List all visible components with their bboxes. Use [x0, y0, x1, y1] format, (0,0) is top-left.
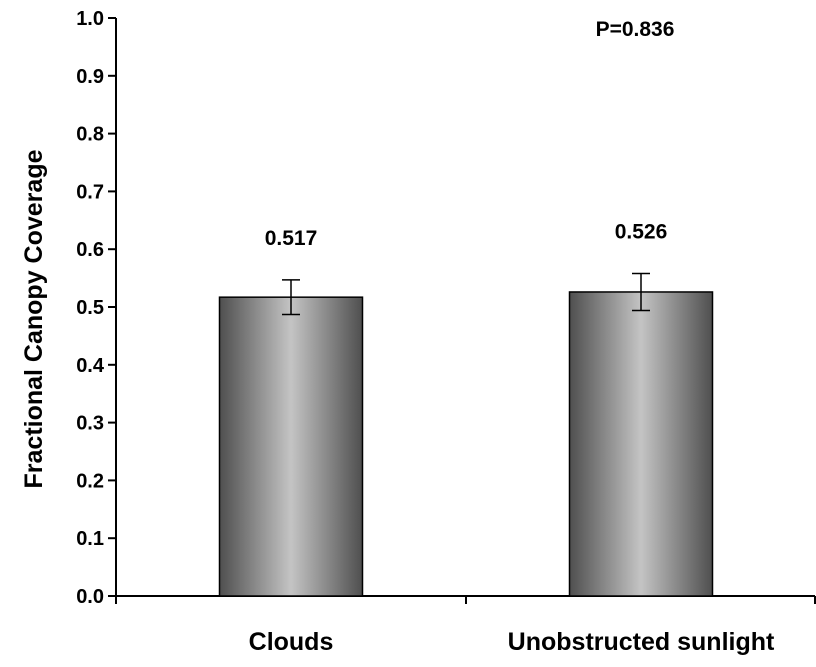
bar	[568, 291, 714, 597]
y-tick-label: 0.9	[76, 66, 104, 88]
y-tick-label: 0.7	[76, 181, 104, 203]
y-axis: 0.0 0.1 0.2 0.3 0.4 0.5 0.6 0.7 0.8 0.9 1.0	[76, 8, 117, 608]
y-tick-label: 0.8	[76, 124, 104, 146]
y-tick-label: 1.0	[76, 8, 104, 30]
labels: 0.517 Clouds 0.526 Unobstructed sunlight	[249, 220, 775, 656]
y-tick-label: 0.6	[76, 239, 104, 261]
x-axis	[115, 595, 816, 604]
y-tick-label: 0.3	[76, 413, 104, 435]
x-category-label: Clouds	[249, 628, 334, 656]
bars	[218, 272, 714, 597]
data-label: 0.517	[265, 227, 318, 250]
y-axis-title: Fractional Canopy Coverage	[20, 149, 48, 488]
y-tick-label: 0.5	[76, 297, 104, 319]
bar	[218, 296, 364, 597]
y-tick-label: 0.1	[76, 528, 104, 550]
p-value-annotation: P=0.836	[596, 18, 675, 41]
x-category-label: Unobstructed sunlight	[508, 628, 775, 656]
data-label: 0.526	[615, 220, 668, 243]
y-tick-label: 0.0	[76, 586, 104, 608]
y-tick-label: 0.2	[76, 470, 104, 492]
y-tick-label: 0.4	[76, 355, 105, 377]
